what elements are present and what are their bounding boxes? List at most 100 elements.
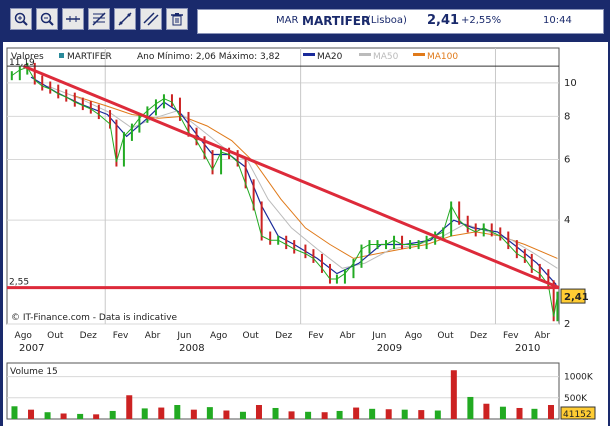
volume-bar: [272, 407, 279, 419]
level-label-high: 11,19: [9, 58, 35, 68]
volume-title: Volume 15: [10, 367, 58, 377]
legend-valores: Valores: [11, 52, 44, 62]
x-tick-label: Dez: [470, 331, 487, 341]
volume-panel-frame: [6, 362, 560, 420]
x-tick-label: Dez: [80, 331, 97, 341]
volume-bar: [450, 370, 457, 419]
volume-bar: [321, 412, 328, 419]
x-tick-label: Ago: [405, 331, 423, 341]
volume-bar: [418, 410, 425, 419]
horizontal-line-icon[interactable]: [62, 8, 84, 30]
last-price: 2,41: [427, 13, 460, 28]
current-price-label: 2,41: [564, 292, 589, 303]
volume-bar: [44, 412, 51, 419]
y-tick-label: 6: [564, 154, 570, 165]
volume-bar: [190, 409, 197, 419]
volume-bar: [369, 408, 376, 419]
x-tick-label: Fev: [308, 331, 324, 341]
y-tick-label: 4: [564, 215, 570, 226]
exchange-name: (Lisboa): [367, 15, 407, 26]
volume-bar: [385, 409, 392, 419]
year-label: 2009: [377, 343, 402, 354]
toolbar: MAR MARTIFER (Lisboa) 2,41 +2,55% 10:44: [0, 0, 610, 40]
current-price-tag: [560, 288, 586, 304]
year-label: 2010: [515, 343, 540, 354]
x-tick-label: Ago: [15, 331, 33, 341]
volume-last-tag: [560, 406, 596, 420]
volume-bar: [305, 411, 312, 419]
legend-ma50: MA50: [373, 52, 399, 62]
volume-bar: [401, 409, 408, 419]
x-tick-label: Abr: [340, 331, 356, 341]
volume-tick-label: 1000K: [564, 373, 594, 383]
legend-ma100: MA100: [427, 52, 458, 62]
zoom-in-icon[interactable]: [10, 8, 32, 30]
x-tick-label: Dez: [275, 331, 292, 341]
market-code: MAR: [276, 15, 299, 26]
volume-bar: [353, 407, 360, 419]
volume-bar: [28, 409, 35, 419]
parallel-lines-icon[interactable]: [140, 8, 162, 30]
trash-icon[interactable]: [166, 8, 188, 30]
volume-bar: [77, 413, 84, 419]
volume-bar: [239, 411, 246, 419]
legend-ma20-swatch: [303, 53, 315, 56]
x-tick-label: Jun: [371, 331, 386, 341]
legend-ma100-swatch: [413, 53, 425, 56]
x-tick-label: Out: [47, 331, 64, 341]
volume-bar: [11, 406, 18, 419]
trend-line-icon[interactable]: [114, 8, 136, 30]
chart-area: 2 4 6 8 10 Ago Out Dez Fev Abr Jun Ago Out Dez Fev Abr J…: [3, 42, 608, 426]
x-tick-label: Out: [437, 331, 454, 341]
y-tick-label: 10: [564, 78, 577, 89]
x-tick-label: Ago: [210, 331, 228, 341]
x-tick-label: Out: [243, 331, 260, 341]
security-name: MARTIFER: [302, 14, 371, 28]
volume-bar: [109, 410, 116, 419]
price-chart: 2 4 6 8 10 Ago Out Dez Fev Abr Jun Ago Out Dez Fev Abr J…: [6, 47, 596, 420]
x-tick-label: Fev: [113, 331, 129, 341]
ma100-line: [72, 94, 558, 259]
volume-bar: [336, 410, 343, 419]
volume-tick-label: 500K: [564, 394, 588, 404]
volume-bar: [60, 413, 67, 419]
legend-ma20: MA20: [317, 52, 343, 62]
legend-series-name: MARTIFER: [67, 52, 112, 62]
price-change: +2,55%: [461, 15, 502, 26]
x-tick-label: Abr: [145, 331, 161, 341]
volume-bar: [158, 407, 165, 419]
volume-bar: [547, 405, 554, 419]
price-panel-frame: [6, 47, 560, 325]
volume-bar: [206, 407, 213, 419]
x-tick-label: Fev: [503, 331, 519, 341]
volume-last-label: 41152: [563, 410, 592, 420]
volume-bar: [499, 406, 506, 419]
volume-bar: [434, 410, 441, 419]
resistance-trendline: [22, 64, 560, 289]
source-label: © IT-Finance.com - Data is indicative: [11, 313, 178, 323]
volume-bar: [288, 411, 295, 419]
legend-range-text: Ano Mínimo: 2,06 Máximo: 3,82: [137, 52, 280, 62]
volume-bar: [255, 405, 262, 419]
legend-series-swatch: [59, 53, 64, 58]
volume-bar: [483, 403, 490, 419]
legend-ma50-swatch: [359, 53, 371, 56]
price-line: [11, 66, 558, 317]
volume-bar: [141, 408, 148, 419]
zoom-out-icon[interactable]: [36, 8, 58, 30]
volume-bar: [223, 410, 230, 419]
y-tick-label: 8: [564, 111, 570, 122]
volume-bar: [174, 405, 181, 419]
x-tick-label: Abr: [535, 331, 551, 341]
volume-bar: [467, 396, 474, 419]
quote-time: 10:44: [543, 15, 572, 26]
volume-bar: [126, 395, 133, 419]
fibonacci-icon[interactable]: [88, 8, 110, 30]
volume-bar: [516, 407, 523, 419]
level-label-support: 2,55: [9, 278, 29, 288]
year-label: 2007: [19, 343, 44, 354]
quote-panel: MAR MARTIFER (Lisboa) 2,41 +2,55% 10:44: [197, 9, 604, 34]
y-tick-label: 2: [564, 319, 570, 330]
year-label: 2008: [179, 343, 204, 354]
volume-bar: [93, 414, 100, 419]
